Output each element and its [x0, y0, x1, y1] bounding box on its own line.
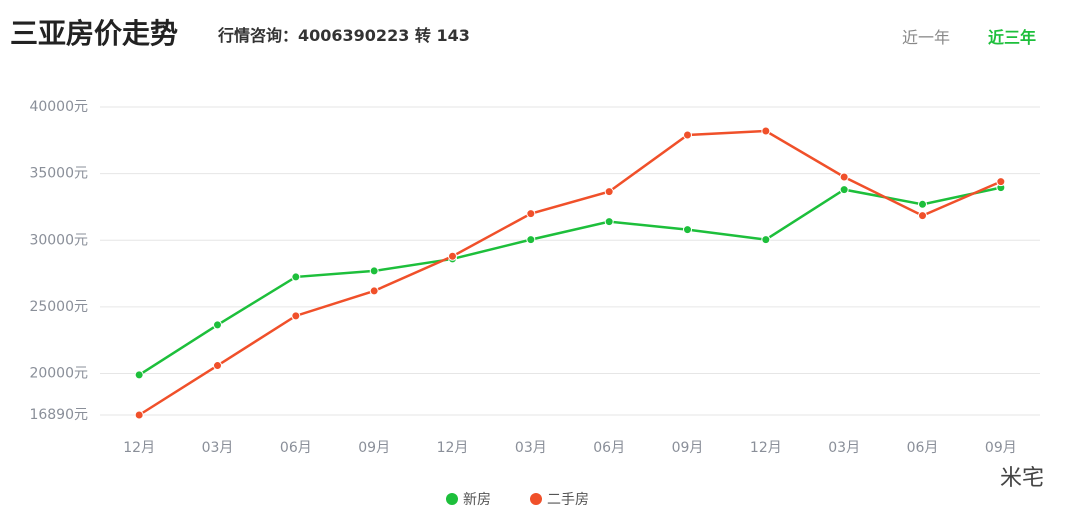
point	[918, 199, 927, 209]
point	[291, 272, 301, 282]
y-tick-label: 20000元	[29, 366, 88, 382]
point	[839, 185, 849, 195]
y-tick-label: 25000元	[29, 299, 88, 315]
point	[448, 251, 457, 261]
tab[interactable]: 近一年	[902, 28, 951, 47]
x-tick-label: 06月	[907, 440, 939, 456]
x-tick-label: 12月	[123, 440, 155, 456]
point	[526, 209, 536, 219]
x-tick-label: 03月	[202, 440, 234, 456]
y-tick-label: 35000元	[29, 166, 88, 182]
x-tick-label: 09月	[672, 440, 704, 456]
point	[761, 126, 771, 136]
x-tick-label: 03月	[828, 440, 860, 456]
point	[761, 235, 771, 245]
legend-label: 二手房	[547, 492, 589, 508]
y-tick-label: 30000元	[29, 232, 88, 248]
x-tick-label: 12月	[437, 440, 469, 456]
tab[interactable]: 近三年	[988, 28, 1037, 47]
point	[604, 187, 614, 197]
point	[683, 225, 692, 235]
point	[918, 211, 927, 221]
x-tick-label: 06月	[593, 440, 625, 456]
line	[138, 129, 1002, 417]
point	[604, 217, 614, 227]
legend-marker	[530, 493, 542, 505]
point	[213, 320, 222, 330]
point	[996, 177, 1006, 187]
x-tick-label: 09月	[985, 440, 1017, 456]
watermark: 米宅	[999, 466, 1044, 491]
point	[448, 254, 457, 264]
x-tick-label: 09月	[358, 440, 390, 456]
subtitle: 行情咨询：4006390223 转 143	[218, 26, 470, 45]
point	[996, 183, 1006, 193]
y-tick-label: 40000元	[29, 99, 88, 115]
legend-marker	[446, 493, 458, 505]
x-tick-label: 12月	[750, 440, 782, 456]
y-tick-label: 16890元	[29, 407, 88, 423]
line	[138, 186, 1002, 376]
point	[369, 266, 379, 276]
point	[683, 130, 692, 140]
point	[369, 286, 379, 296]
point	[291, 311, 301, 321]
x-tick-label: 03月	[515, 440, 547, 456]
page-title: 三亚房价走势	[10, 17, 179, 50]
point	[839, 172, 849, 182]
point	[526, 235, 536, 245]
x-tick-label: 06月	[280, 440, 312, 456]
point	[213, 361, 222, 371]
point	[134, 410, 144, 420]
legend-label: 新房	[463, 492, 491, 508]
point	[134, 370, 144, 380]
